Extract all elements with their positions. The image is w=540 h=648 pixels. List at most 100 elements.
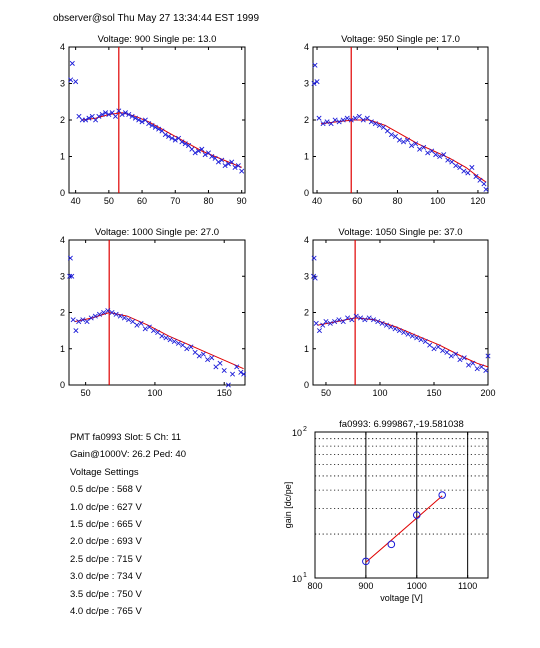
gain-point bbox=[387, 540, 396, 549]
data-point bbox=[209, 153, 215, 160]
data-point bbox=[225, 161, 231, 167]
y-tick-label: 2 bbox=[304, 308, 309, 318]
data-point bbox=[440, 348, 446, 354]
data-point bbox=[418, 337, 424, 343]
data-point bbox=[323, 319, 329, 325]
data-point bbox=[146, 324, 152, 330]
data-point bbox=[235, 163, 241, 169]
gain-point bbox=[438, 491, 447, 499]
data-point bbox=[469, 164, 475, 170]
data-point bbox=[129, 113, 135, 119]
data-point bbox=[205, 357, 211, 363]
data-point bbox=[474, 366, 480, 372]
x-tick-label: 60 bbox=[352, 196, 362, 206]
x-tick-label: 40 bbox=[71, 196, 81, 206]
data-point bbox=[180, 342, 186, 348]
y-tick-label: 4 bbox=[304, 42, 309, 52]
data-point bbox=[149, 122, 155, 128]
data-point bbox=[172, 137, 178, 143]
data-point bbox=[379, 320, 385, 326]
data-point bbox=[461, 168, 467, 174]
y-tick-label: 3 bbox=[304, 271, 309, 281]
data-point bbox=[422, 338, 428, 345]
data-point bbox=[380, 124, 386, 130]
y-tick-exponent: 2 bbox=[303, 426, 307, 433]
data-point bbox=[138, 320, 144, 326]
x-tick-label: 40 bbox=[312, 196, 322, 206]
data-point bbox=[388, 132, 394, 138]
data-point bbox=[215, 159, 221, 165]
data-point bbox=[221, 367, 227, 374]
data-point bbox=[384, 128, 390, 134]
data-point bbox=[425, 150, 431, 156]
data-point bbox=[132, 115, 138, 121]
pmt-info-panel: PMT fa0993 Slot: 5 Ch: 11 Gain@1000V: 26… bbox=[70, 429, 186, 620]
data-point bbox=[70, 317, 76, 323]
data-point bbox=[332, 117, 338, 123]
data-point bbox=[171, 338, 177, 345]
data-point bbox=[88, 315, 94, 321]
y-tick-label: 3 bbox=[60, 79, 65, 89]
data-point bbox=[142, 326, 148, 332]
data-point bbox=[219, 157, 225, 163]
y-tick-exponent: 1 bbox=[303, 572, 307, 579]
data-point bbox=[364, 115, 370, 121]
data-point bbox=[134, 322, 140, 328]
data-point bbox=[392, 133, 398, 139]
data-point bbox=[344, 115, 350, 121]
data-point bbox=[92, 313, 98, 319]
data-point bbox=[353, 313, 359, 319]
y-tick-label: 2 bbox=[60, 308, 65, 318]
data-point bbox=[312, 62, 318, 68]
data-point bbox=[453, 163, 459, 169]
data-point bbox=[313, 320, 319, 326]
data-point bbox=[213, 364, 219, 370]
data-point bbox=[388, 324, 394, 330]
axes-frame bbox=[312, 46, 489, 194]
data-point bbox=[349, 317, 355, 323]
data-point bbox=[169, 135, 175, 141]
x-tick-label: 80 bbox=[203, 196, 213, 206]
data-point bbox=[311, 255, 317, 261]
data-point bbox=[311, 80, 317, 87]
data-point bbox=[84, 319, 90, 325]
data-point bbox=[470, 360, 476, 366]
data-point bbox=[362, 317, 368, 323]
chart-title: Voltage: 1000 Single pe: 27.0 bbox=[95, 227, 219, 238]
data-point bbox=[372, 121, 378, 127]
data-point bbox=[314, 79, 320, 85]
chart-title: Voltage: 1050 Single pe: 37.0 bbox=[338, 227, 462, 238]
data-point bbox=[155, 329, 161, 335]
gain-line: Gain@1000V: 26.2 Ped: 40 bbox=[70, 449, 186, 461]
data-point bbox=[184, 346, 190, 352]
data-point bbox=[217, 360, 223, 366]
data-point bbox=[83, 117, 89, 123]
data-point bbox=[444, 349, 450, 355]
voltage-setting: 3.5 dc/pe : 750 V bbox=[70, 588, 142, 600]
x-tick-label: 50 bbox=[104, 196, 114, 206]
data-point bbox=[239, 168, 245, 174]
data-point bbox=[356, 113, 362, 119]
voltage-settings-title: Voltage Settings bbox=[70, 466, 139, 478]
data-point bbox=[345, 315, 351, 321]
data-point bbox=[375, 319, 381, 325]
data-point bbox=[200, 351, 206, 357]
voltage-setting: 1.0 dc/pe : 627 V bbox=[70, 501, 142, 513]
data-point bbox=[448, 353, 454, 359]
data-point bbox=[122, 110, 128, 116]
data-point bbox=[441, 152, 447, 158]
data-point bbox=[461, 355, 467, 361]
data-point bbox=[109, 309, 115, 316]
data-point bbox=[401, 329, 407, 335]
data-point bbox=[188, 344, 194, 350]
data-point bbox=[99, 112, 105, 118]
data-point bbox=[360, 117, 366, 123]
chart-panel-3: Voltage: 1000 Single pe: 27.0 50 100 150 0 1 2… bbox=[60, 227, 247, 398]
data-point bbox=[76, 319, 82, 325]
data-point bbox=[427, 342, 433, 348]
data-point bbox=[435, 344, 441, 350]
voltage-setting: 2.5 dc/pe : 715 V bbox=[70, 553, 142, 565]
data-point bbox=[352, 115, 358, 121]
data-point bbox=[328, 121, 334, 127]
